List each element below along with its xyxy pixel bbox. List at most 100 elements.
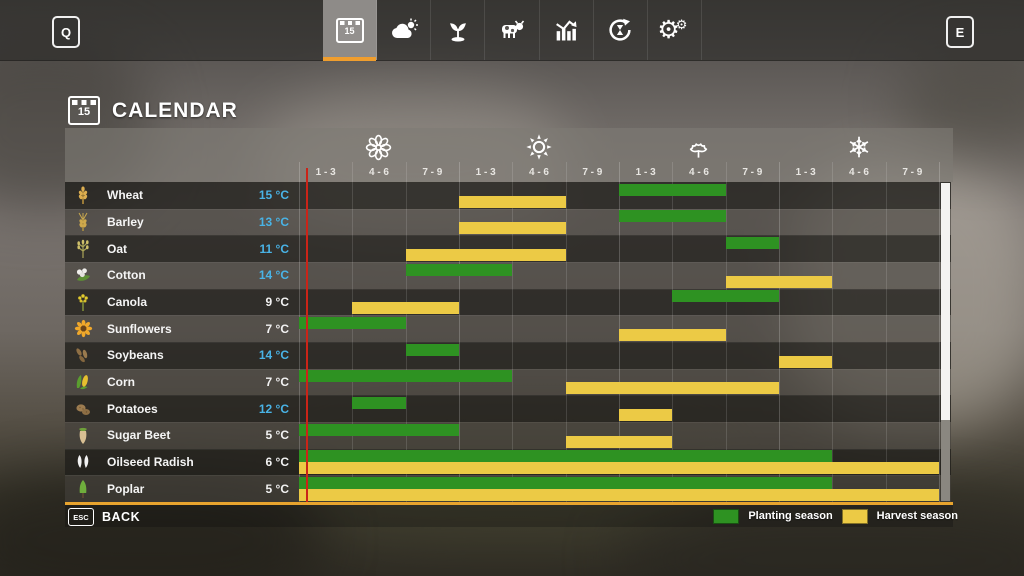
legend-swatch-planting [713,508,740,524]
poplar-harvest-bar [299,489,939,502]
crop-label-row: Barley 13 °C [65,209,296,236]
grid-line [832,162,834,502]
page-title-row: 15 CALENDAR [68,96,238,125]
crop-name: Cotton [107,268,146,283]
period-label: 4 - 6 [848,167,869,178]
crop-name: Oat [107,241,128,256]
animals-icon [496,17,528,43]
grid-line [565,162,567,502]
poplar-planting-bar [299,476,833,489]
selected-tab-underline [323,57,377,61]
key-q-button[interactable]: Q [52,16,80,48]
crop-name: Sugar Beet [107,428,171,443]
period-label: 1 - 3 [795,167,816,178]
scrollbar-thumb[interactable] [941,183,950,420]
crop-name: Potatoes [107,401,158,416]
period-label: 1 - 3 [475,167,496,178]
crop-label-row: Corn 7 °C [65,369,296,396]
stats-icon [552,16,580,44]
crop-germination-temp: 14 °C [258,348,289,363]
oat-planting-bar [725,236,779,249]
autumn-icon [684,133,714,161]
grid-line [725,162,727,502]
period-label: 7 - 9 [582,167,603,178]
sunflowers-planting-bar [299,316,406,329]
period-label: 4 - 6 [368,167,389,178]
winter-icon [844,133,874,161]
period-label: 7 - 9 [742,167,763,178]
corn-icon [73,372,93,392]
wheat-planting-bar [618,183,726,196]
grid-line [778,162,780,502]
topbar: Q 15 ⚙⚙ E [0,0,1024,61]
period-label: 4 - 6 [688,167,709,178]
weather-icon [389,17,419,43]
period-label: 7 - 9 [422,167,443,178]
canola-harvest-bar [352,302,459,315]
sugar-beet-planting-bar [299,423,459,436]
scrollbar[interactable] [941,183,950,501]
period-label: 1 - 3 [315,167,336,178]
key-e-button[interactable]: E [946,16,974,48]
soybean-icon [73,345,93,365]
crop-name: Corn [107,374,135,389]
crop-germination-temp: 15 °C [258,188,289,203]
cotton-planting-bar [405,263,513,276]
crop-label-row: Oilseed Radish 6 °C [65,449,296,476]
sunflowers-harvest-bar [618,329,726,342]
scrollbar-rail [941,420,950,501]
barley-planting-bar [618,210,726,223]
crop-row [65,315,951,342]
cotton-harvest-bar [725,275,833,288]
crop-germination-temp: 9 °C [265,294,289,309]
crop-label-row: Oat 11 °C [65,235,296,262]
calendar-title-icon: 15 [68,96,100,125]
calendar-panel: 1 - 3 4 - 6 7 - 9 1 - 3 4 - 6 7 - 9 1 - 3 4 - 6… [65,128,953,505]
barley-harvest-bar [458,222,566,235]
calendar-icon: 15 [335,17,364,43]
sugarbeet-icon [73,425,93,445]
tab-plants[interactable] [431,0,486,60]
crop-germination-temp: 6 °C [265,454,289,469]
tab-settings[interactable]: ⚙⚙ [648,0,702,60]
oilseed-radish-planting-bar [299,450,833,463]
crop-label-row: Potatoes 12 °C [65,395,296,422]
oilseed-radish-harvest-bar [299,462,939,475]
row-separator [65,235,939,237]
tab-weather[interactable] [377,0,432,60]
potato-icon [73,399,93,419]
crop-germination-temp: 14 °C [258,268,289,283]
crop-label-row: Sunflowers 7 °C [65,315,296,342]
crop-name: Poplar [107,481,145,496]
crop-label-row: Wheat 15 °C [65,182,296,209]
oat-harvest-bar [405,249,566,262]
row-separator [65,288,939,290]
crop-germination-temp: 5 °C [265,481,289,496]
back-label: BACK [102,510,141,524]
crop-germination-temp: 7 °C [265,321,289,336]
corn-harvest-bar [565,382,779,395]
row-separator [65,342,939,343]
tab-calendar[interactable]: 15 [323,0,378,61]
potatoes-planting-bar [352,396,406,409]
sugar-beet-harvest-bar [565,435,673,448]
soybeans-harvest-bar [778,355,833,368]
legend-swatch-harvest [841,508,868,524]
row-separator [65,448,939,450]
crop-label-row: Poplar 5 °C [65,475,296,502]
back-button[interactable]: ESC BACK [68,508,140,526]
tab-statistics[interactable] [540,0,594,60]
soybeans-planting-bar [405,343,459,356]
row-separator [65,395,939,397]
plant-icon [444,16,472,44]
legend: Planting season Harvest season [713,506,958,526]
current-day-line [306,168,308,502]
legend-label: Planting season [748,510,833,522]
tab-cycles[interactable] [594,0,648,60]
grid-line [352,162,354,502]
oat-icon [73,239,93,259]
tab-bar: 15 ⚙⚙ [323,0,702,61]
row-separator [65,475,939,477]
tab-animals[interactable] [485,0,540,60]
